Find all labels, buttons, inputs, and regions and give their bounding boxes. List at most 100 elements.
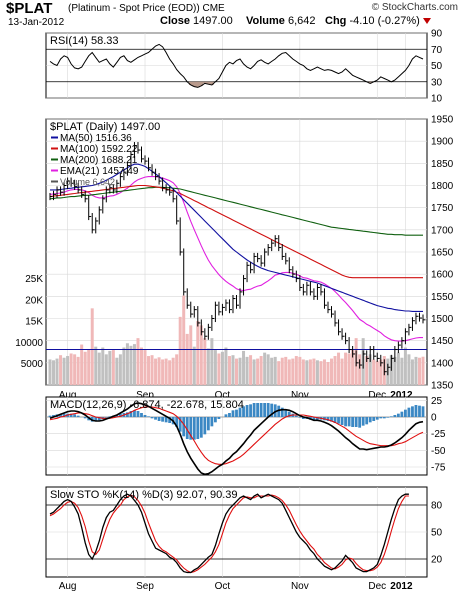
volume-bar: [73, 354, 77, 385]
down-arrow-icon: [422, 18, 431, 25]
volume-tick-label: 10000: [15, 338, 43, 349]
macd-histogram-bar: [301, 417, 305, 419]
volume-bar: [407, 354, 411, 385]
volume-bar: [245, 356, 249, 385]
volume-bar: [122, 347, 126, 385]
price-x-label: Nov: [291, 390, 309, 401]
rsi-tick-label: 50: [431, 61, 443, 72]
macd-histogram-bar: [347, 417, 351, 427]
volume-bar: [238, 357, 242, 385]
sto-tick-label: 20: [431, 555, 443, 566]
macd-tick-label: -50: [431, 446, 446, 457]
volume-bar: [94, 346, 98, 385]
volume-bar: [358, 354, 362, 385]
volume-bar: [242, 350, 246, 385]
price-legend-entry: EMA(21) 1457.49: [60, 166, 139, 177]
macd-histogram-bar: [270, 403, 274, 417]
macd-histogram-bar: [400, 411, 404, 417]
volume-bar: [287, 359, 291, 385]
macd-histogram-bar: [242, 406, 245, 417]
macd-histogram-bar: [361, 417, 365, 426]
macd-histogram-bar: [354, 417, 358, 427]
price-series-3: [49, 186, 423, 236]
volume-bar: [291, 358, 295, 385]
macd-signal-line: [49, 406, 424, 465]
volume-bar: [62, 357, 66, 385]
price-series-2: [49, 184, 423, 279]
volume-bar: [168, 360, 172, 385]
volume-bar: [125, 343, 129, 385]
volume-bar: [189, 325, 193, 385]
volume-bar: [396, 352, 400, 385]
stockcharts-watermark: © StockCharts.com: [371, 2, 458, 13]
volume-bar: [379, 359, 383, 385]
price-legend-entry: MA(50) 1516.36: [60, 133, 132, 144]
macd-histogram-bar: [150, 417, 154, 419]
macd-histogram-bar: [372, 417, 376, 421]
volume-bar: [83, 351, 87, 385]
volume-bar: [312, 358, 316, 385]
volume-bar: [178, 316, 182, 385]
volume-bar: [80, 344, 84, 385]
price-tick-label: 1750: [431, 203, 454, 214]
price-tick-label: 1900: [431, 137, 454, 148]
macd-histogram-bar: [203, 417, 207, 435]
volume-bar: [252, 359, 256, 385]
volume-bar: [235, 358, 238, 385]
volume-bar: [69, 353, 73, 385]
volume-bar: [175, 354, 179, 385]
macd-histogram-bar: [340, 417, 344, 425]
volume-tick-label: 20K: [25, 295, 43, 306]
volume-bar: [347, 353, 351, 385]
sto-x-label: Aug: [59, 581, 77, 592]
volume-bar: [59, 355, 63, 385]
volume-bar: [132, 344, 136, 385]
volume-bar: [403, 347, 407, 385]
price-tick-label: 1950: [431, 115, 454, 126]
volume-bar: [66, 356, 70, 385]
volume-bar: [305, 360, 309, 385]
macd-histogram-bar: [368, 417, 372, 423]
volume-bar: [277, 361, 281, 385]
volume-bar: [224, 347, 228, 385]
macd-histogram-bar: [189, 417, 193, 440]
volume-bar: [136, 338, 140, 385]
volume-bar: [231, 355, 235, 385]
macd-histogram-bar: [157, 417, 161, 421]
volume-value: 6,642: [287, 15, 316, 27]
macd-histogram-bar: [333, 417, 337, 423]
volume-bar: [129, 345, 133, 385]
macd-histogram-bar: [421, 406, 425, 417]
rsi-tick-label: 90: [431, 29, 443, 40]
volume-bar: [55, 358, 59, 385]
macd-tick-label: -25: [431, 429, 446, 440]
rsi-oversold-fill: [199, 81, 204, 86]
volume-bar: [249, 355, 253, 385]
macd-histogram-bar: [199, 417, 203, 438]
price-tick-label: 1600: [431, 270, 454, 281]
macd-histogram-bar: [73, 414, 77, 417]
macd-histogram-bar: [164, 417, 168, 423]
macd-histogram-bar: [94, 417, 98, 421]
macd-histogram-bar: [249, 404, 252, 417]
sto-tick-label: 80: [431, 501, 443, 512]
macd-histogram-bar: [256, 403, 260, 417]
volume-tick-label: 25K: [25, 274, 43, 285]
change-stat: Chg -4.10 (-0.27%): [325, 15, 431, 27]
macd-histogram-bar: [259, 403, 263, 417]
macd-histogram-bar: [178, 417, 182, 432]
volume-bar: [87, 349, 91, 385]
price-legend-title: $PLAT (Daily) 1497.00: [50, 121, 160, 133]
volume-bar: [217, 353, 221, 385]
macd-histogram-bar: [97, 417, 101, 421]
volume-bar: [372, 359, 376, 385]
macd-histogram-bar: [62, 413, 66, 417]
price-tick-label: 1500: [431, 314, 454, 325]
macd-histogram-bar: [238, 407, 242, 417]
volume-bar: [108, 350, 112, 385]
volume-bar: [52, 360, 56, 385]
volume-bar: [263, 352, 267, 385]
volume-bar: [199, 325, 203, 385]
rsi-oversold-fill: [192, 81, 197, 87]
volume-bar: [351, 349, 355, 385]
